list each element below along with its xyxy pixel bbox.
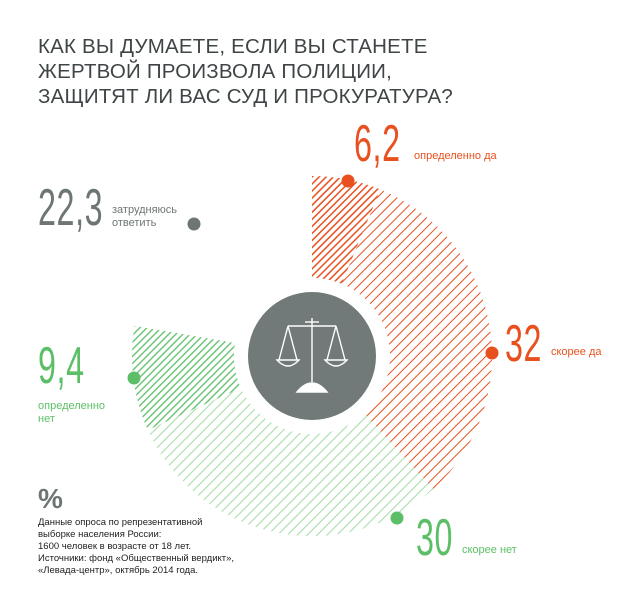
slice-definitely-no xyxy=(132,325,241,430)
label-hard-to-say-line2: ответить xyxy=(112,217,157,229)
title-line-2: ЖЕРТВОЙ ПРОИЗВОЛА ПОЛИЦИИ, xyxy=(38,60,392,83)
note-line-4: Источники: фонд «Общественный вердикт», xyxy=(38,553,235,564)
title-line-3: ЗАЩИТЯТ ЛИ ВАС СУД И ПРОКУРАТУРА? xyxy=(38,85,453,108)
marker-dot-definitely-no xyxy=(127,371,141,385)
value-rather-yes: 32 xyxy=(505,315,543,373)
marker-dot-rather-yes xyxy=(485,346,499,360)
marker-dot-hard-to-say xyxy=(187,217,201,231)
note-line-3: 1600 человек в возрасте от 18 лет. xyxy=(38,541,192,552)
label-definitely-no-line2: нет xyxy=(38,413,55,425)
label-rather-yes: скорее да xyxy=(551,346,602,358)
marker-dot-definitely-yes xyxy=(341,174,355,188)
marker-dot-rather-no xyxy=(390,511,404,525)
note-line-1: Данные опроса по репрезентативной xyxy=(38,517,203,528)
slice-definitely-yes xyxy=(312,176,381,284)
slice-rather-no xyxy=(147,388,434,536)
note-line-2: выборке населения России: xyxy=(38,529,162,540)
source-note: Данные опроса по репрезентативной выборк… xyxy=(38,517,278,577)
label-rather-no: скорее нет xyxy=(462,544,517,556)
label-definitely-yes: определенно да xyxy=(414,150,497,162)
chart-title: КАК ВЫ ДУМАЕТЕ, ЕСЛИ ВЫ СТАНЕТЕ ЖЕРТВОЙ … xyxy=(38,34,458,109)
value-hard-to-say: 22,3 xyxy=(38,179,104,237)
scales-of-justice-icon xyxy=(275,318,349,393)
label-hard-to-say-line1: затрудняюсь xyxy=(112,204,178,216)
value-definitely-no: 9,4 xyxy=(38,337,85,395)
label-definitely-no-line1: определенно xyxy=(38,400,106,412)
note-line-5: «Левада-центр», октябрь 2014 года. xyxy=(38,565,199,576)
value-rather-no: 30 xyxy=(416,509,454,567)
percent-icon: % xyxy=(38,483,63,514)
value-definitely-yes: 6,2 xyxy=(354,115,401,173)
slice-rather-yes xyxy=(341,189,492,490)
title-line-1: КАК ВЫ ДУМАЕТЕ, ЕСЛИ ВЫ СТАНЕТЕ xyxy=(38,35,428,58)
